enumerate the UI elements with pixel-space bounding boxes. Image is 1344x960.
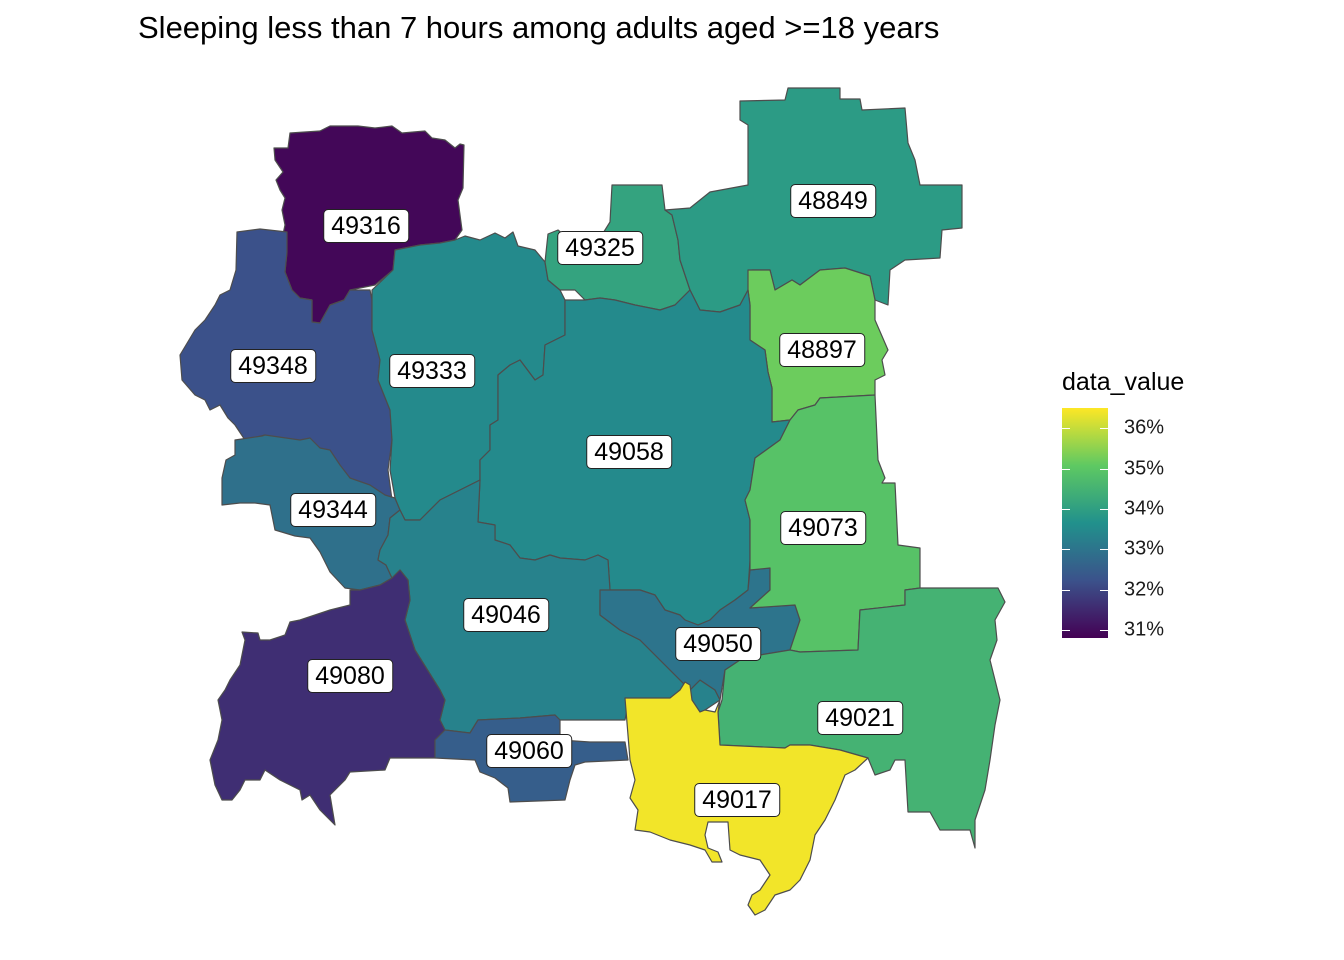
legend-tick-mark	[1062, 629, 1070, 631]
legend-tick-mark	[1062, 589, 1070, 591]
label-48897: 48897	[779, 333, 865, 367]
legend-tick-label: 35%	[1124, 457, 1165, 480]
legend-tick-mark	[1062, 468, 1070, 470]
legend-tick-label: 34%	[1124, 497, 1165, 520]
legend-tick-mark	[1062, 549, 1070, 551]
legend-tick-label: 36%	[1124, 416, 1165, 439]
legend-tick-mark	[1100, 468, 1108, 470]
legend-colorbar	[1062, 408, 1108, 638]
label-49073: 49073	[780, 511, 866, 545]
label-49046: 49046	[463, 598, 549, 632]
legend-tick-mark	[1062, 428, 1070, 430]
label-49344: 49344	[290, 493, 376, 527]
legend-tick-mark	[1100, 508, 1108, 510]
label-49316: 49316	[323, 209, 409, 243]
region-49080	[209, 569, 446, 826]
label-49325: 49325	[557, 231, 643, 265]
legend-tick-mark	[1100, 589, 1108, 591]
label-49021: 49021	[817, 701, 903, 735]
color-legend: data_value 36% 35% 34% 33% 32% 31%	[1062, 368, 1242, 668]
label-48849: 48849	[790, 184, 876, 218]
legend-tick-label: 31%	[1124, 618, 1165, 641]
legend-tick-mark	[1100, 629, 1108, 631]
legend-tick-label: 33%	[1124, 537, 1165, 560]
legend-tick-mark	[1100, 428, 1108, 430]
legend-tick-label: 32%	[1124, 578, 1165, 601]
legend-tick-mark	[1062, 508, 1070, 510]
label-49333: 49333	[389, 354, 475, 388]
label-49080: 49080	[307, 659, 393, 693]
label-49017: 49017	[694, 783, 780, 817]
map-title: Sleeping less than 7 hours among adults …	[138, 10, 940, 45]
label-49058: 49058	[586, 435, 672, 469]
legend-title: data_value	[1062, 368, 1185, 396]
label-49050: 49050	[675, 627, 761, 661]
label-49060: 49060	[486, 734, 572, 768]
legend-tick-mark	[1100, 549, 1108, 551]
label-49348: 49348	[230, 349, 316, 383]
